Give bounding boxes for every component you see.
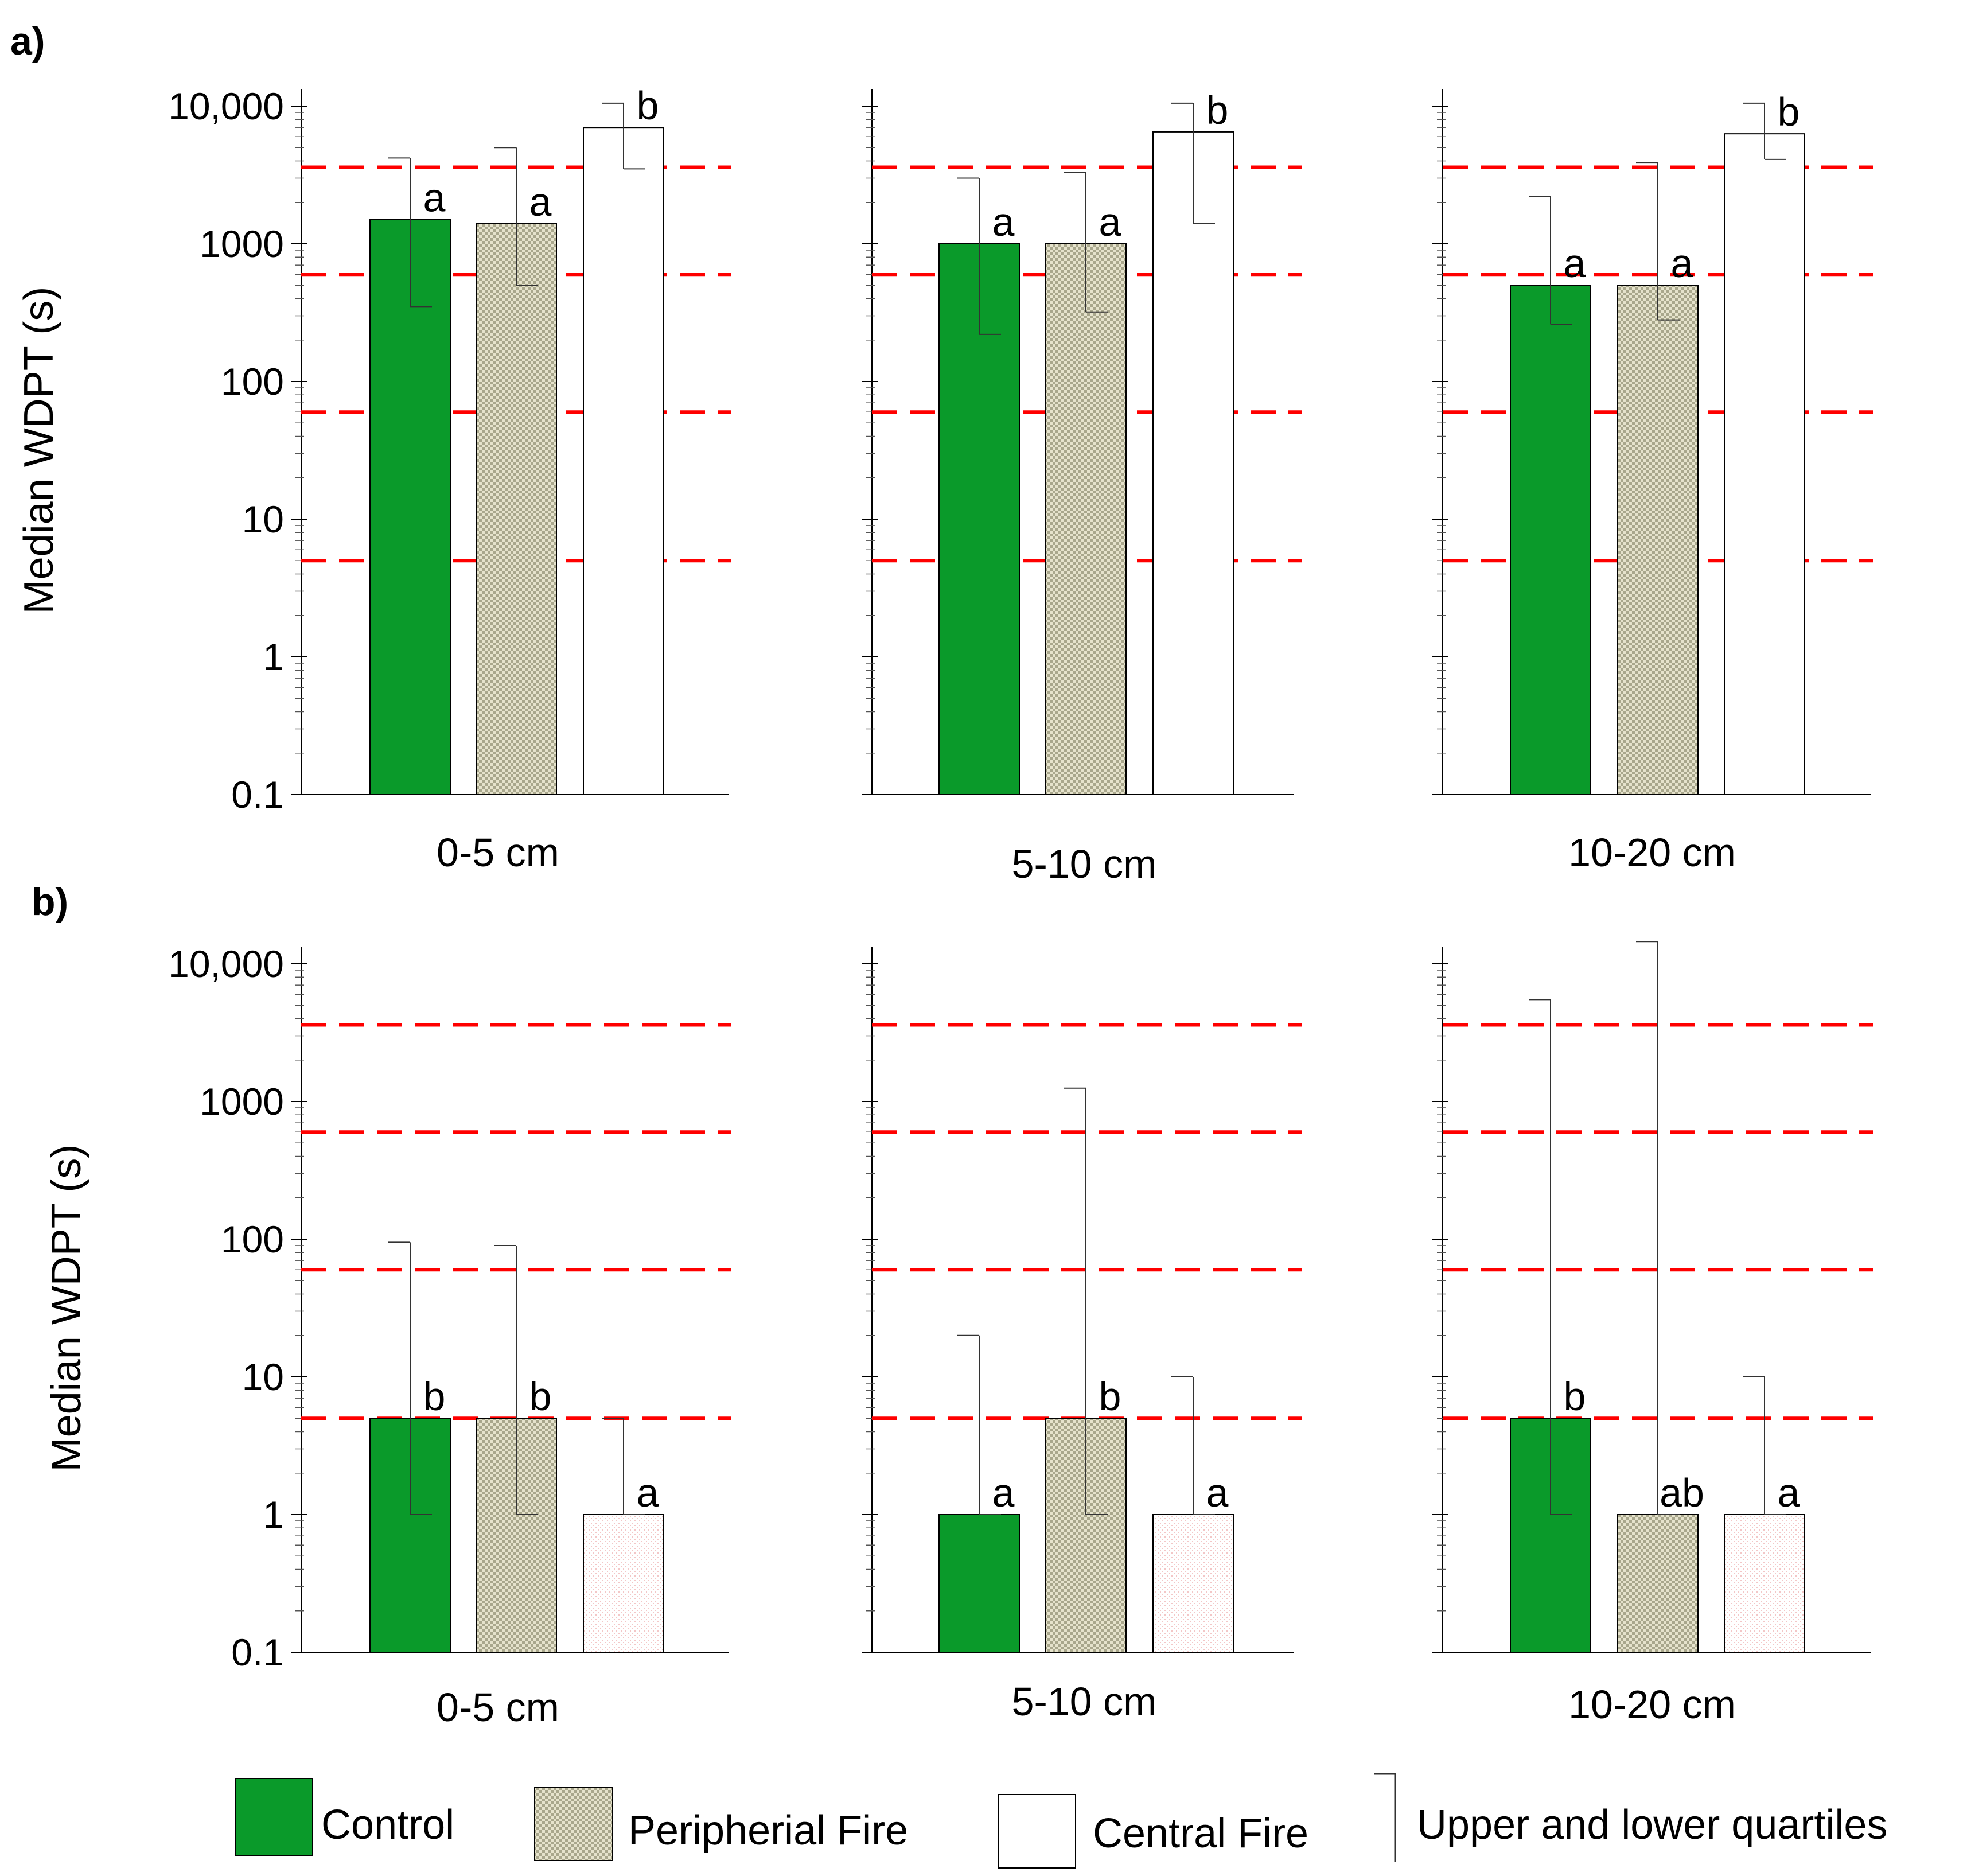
bar-peripheral <box>1617 285 1699 795</box>
y-tick-label: 1000 <box>200 223 284 265</box>
bar-control <box>1510 285 1591 795</box>
bar-control <box>369 219 451 795</box>
significance-letter: a <box>1206 1470 1229 1515</box>
y-tick-label: 10,000 <box>168 85 284 127</box>
significance-letter: a <box>1671 241 1693 286</box>
significance-letter: a <box>529 180 552 224</box>
significance-letter: a <box>1778 1470 1800 1515</box>
significance-letter: ab <box>1660 1470 1704 1515</box>
category-label: 10-20 cm <box>1568 1682 1736 1727</box>
y-axis-title: Median WDPT (s) <box>44 1145 89 1472</box>
bar-control <box>1510 1418 1591 1653</box>
bar-control <box>938 1514 1020 1653</box>
legend-label-quartiles: Upper and lower quartiles <box>1417 1802 1887 1848</box>
y-tick-label: 10 <box>242 1356 284 1398</box>
significance-letter: a <box>992 200 1015 244</box>
legend-quartile-symbol <box>1374 1773 1396 1862</box>
bar-central <box>1152 131 1234 796</box>
legend-label-control: Control <box>321 1802 454 1848</box>
y-tick-label: 10 <box>242 498 284 540</box>
y-tick-label: 100 <box>221 1218 284 1260</box>
significance-letter: a <box>1564 241 1586 286</box>
chart-0-5cm: 0.1 1 10 100 1000 10,000 b b a 0-5 cm <box>168 943 731 1730</box>
bar-central <box>1724 1514 1805 1653</box>
y-tick-label: 1 <box>263 1493 284 1536</box>
chart-10-20cm: a a b 10-20 cm <box>1432 89 1873 875</box>
y-tick-label: 10,000 <box>168 943 284 985</box>
legend-label-central: Central Fire <box>1093 1811 1308 1856</box>
chart-10-20cm: b ab a 10-20 cm <box>1432 941 1873 1727</box>
significance-letter: a <box>992 1470 1015 1515</box>
legend-swatch-peripheral <box>534 1787 613 1861</box>
category-label: 0-5 cm <box>437 1685 559 1730</box>
category-label: 5-10 cm <box>1012 1679 1157 1724</box>
chart-5-10cm: a b a 5-10 cm <box>862 947 1302 1724</box>
y-tick-label: 0.1 <box>231 1631 284 1673</box>
bar-central <box>1724 133 1805 795</box>
bar-central <box>1152 1514 1234 1653</box>
significance-letter: a <box>1099 200 1121 244</box>
chart-0-5cm: 0.1 1 10 100 1000 10,000 a a b 0-5 cm <box>168 83 731 875</box>
y-axis-title: Median WDPT (s) <box>16 287 62 614</box>
y-tick-label: 100 <box>221 360 284 403</box>
significance-letter: a <box>637 1470 659 1515</box>
legend: Control Peripherial Fire Central Fire Upper… <box>235 1773 1887 1869</box>
category-label: 10-20 cm <box>1568 830 1736 875</box>
legend-label-peripheral: Peripherial Fire <box>628 1808 908 1854</box>
bar-central <box>583 1514 664 1653</box>
category-label: 5-10 cm <box>1012 842 1157 886</box>
y-tick-label: 0.1 <box>231 773 284 816</box>
significance-letter: b <box>1778 89 1800 134</box>
significance-letter: b <box>529 1374 552 1419</box>
bar-central <box>583 127 664 795</box>
significance-letter: b <box>1564 1374 1586 1419</box>
significance-letter: a <box>423 176 446 220</box>
legend-swatch-central <box>998 1794 1076 1869</box>
bar-peripheral <box>1045 243 1127 795</box>
bar-peripheral <box>1617 1514 1699 1653</box>
panel-label: a) <box>10 20 45 63</box>
legend-swatch-control <box>235 1778 313 1856</box>
significance-letter: b <box>423 1374 446 1419</box>
bar-peripheral <box>476 223 557 795</box>
significance-letter: b <box>637 83 659 128</box>
y-tick-label: 1000 <box>200 1080 284 1123</box>
bar-control <box>938 243 1020 795</box>
panel-label: b) <box>32 880 68 924</box>
chart-5-10cm: a a b 5-10 cm <box>862 88 1302 886</box>
category-label: 0-5 cm <box>437 830 559 875</box>
y-tick-label: 1 <box>263 636 284 678</box>
significance-letter: b <box>1206 88 1229 133</box>
significance-letter: b <box>1099 1374 1121 1419</box>
